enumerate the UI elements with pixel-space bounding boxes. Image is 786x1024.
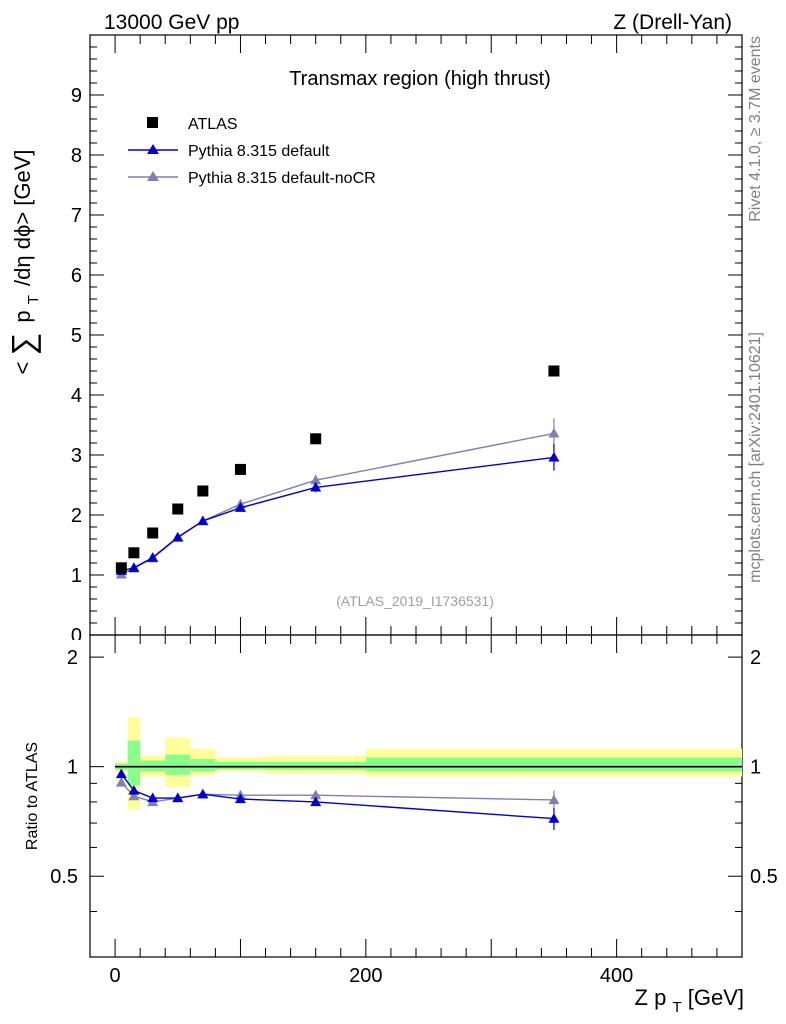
main-default-point	[548, 451, 560, 462]
ylabel-open: <	[10, 362, 35, 375]
ratio-nocr-point	[115, 776, 127, 787]
ratio-y-ticks: 0.5 0.5 1 1 2 2	[50, 647, 778, 958]
main-y-tick-label: 6	[71, 265, 82, 287]
legend-marker-atlas	[147, 117, 158, 128]
main-y-tick-label: 1	[71, 565, 82, 587]
main-series	[115, 365, 560, 579]
ratio-default-point	[115, 768, 127, 779]
main-atlas-point	[197, 485, 209, 497]
main-y-tick-label: 3	[71, 445, 82, 467]
ratio-y-tick-label-right: 0.5	[750, 866, 778, 888]
ratio-y-axis-label: Ratio to ATLAS	[24, 742, 41, 850]
legend-marker-default	[147, 144, 159, 154]
ratio-default-point	[310, 796, 322, 807]
main-atlas-point	[310, 433, 322, 445]
main-default-point	[197, 515, 209, 526]
legend-label-atlas: ATLAS	[188, 116, 238, 133]
main-nocr-point	[548, 427, 560, 438]
ratio-y-tick-label-left: 1	[67, 757, 78, 779]
x-tick-label: 400	[600, 965, 633, 987]
x-axis-label: Z p T [GeV]	[635, 985, 744, 1017]
ratio-default-point	[128, 785, 140, 795]
main-y-tick-label: 9	[71, 85, 82, 107]
main-default-line	[121, 456, 555, 572]
main-atlas-point	[128, 547, 140, 559]
main-panel: 1 2 3 4 5 6 7 8 9 0 Transmax region (high thrust)…	[5, 34, 743, 647]
x-tick-label: 0	[110, 965, 121, 987]
main-default-point	[234, 502, 246, 512]
ratio-series	[115, 768, 560, 830]
ratio-default-point	[548, 813, 560, 823]
ratio-panel: 0.5 0.5 1 1 2 2 0 200 400 Ratio to ATLAS Z p T …	[24, 634, 778, 1017]
main-y-tick-label: 2	[71, 505, 82, 527]
legend-marker-nocr	[147, 171, 159, 181]
main-y-tick-label: 7	[71, 205, 82, 227]
main-x-ticks	[114, 35, 743, 635]
ratio-nocr-point	[548, 794, 560, 805]
main-y-tick-label-zero: 0	[71, 625, 82, 647]
xlabel-rest: [GeV]	[688, 985, 744, 1010]
main-atlas-point	[172, 503, 184, 515]
main-y-tick-label: 5	[71, 325, 82, 347]
ratio-default-point	[172, 792, 184, 803]
legend-label-nocr: Pythia 8.315 default-noCR	[188, 170, 376, 187]
xlabel-sub: T	[672, 999, 681, 1016]
main-y-axis-label: < ∑ p T /dη dϕ> [GeV]	[5, 149, 43, 374]
ratio-nocr-point	[128, 790, 140, 801]
main-nocr-line	[121, 432, 555, 576]
ratio-band-green	[127, 740, 141, 786]
analysis-watermark: (ATLAS_2019_I1736531)	[336, 593, 494, 609]
ylabel-sub: T	[25, 295, 42, 304]
header-left: 13000 GeV pp	[104, 11, 239, 34]
plot-title: Transmax region (high thrust)	[289, 68, 551, 90]
main-y-tick-label: 8	[71, 145, 82, 167]
main-y-ticks: 1 2 3 4 5 6 7 8 9 0	[71, 34, 742, 647]
ratio-y-tick-label-left: 0.5	[50, 866, 78, 888]
rivet-version-label: Rivet 4.1.0, ≥ 3.7M events	[747, 36, 764, 222]
ratio-y-tick-label-left: 2	[67, 647, 78, 669]
ratio-band-green	[215, 761, 266, 770]
ratio-x-ticks: 0 200 400	[110, 635, 743, 987]
main-y-tick-label: 4	[71, 385, 82, 407]
ratio-uncertainty-bands	[115, 716, 742, 811]
main-default-point	[310, 481, 322, 492]
ratio-default-point	[234, 793, 246, 804]
main-nocr-point	[310, 474, 322, 485]
xlabel-main: Z p	[635, 985, 667, 1010]
ylabel-p: p	[10, 310, 35, 322]
ratio-nocr-point	[310, 789, 322, 800]
ratio-default-point	[197, 788, 209, 799]
ratio-band-green	[190, 758, 216, 772]
main-atlas-point	[548, 365, 560, 377]
main-atlas-point	[147, 527, 159, 539]
x-tick-label: 200	[349, 965, 382, 987]
main-default-point	[147, 552, 159, 562]
ratio-y-tick-label-right: 1	[750, 757, 761, 779]
ylabel-sum: ∑	[5, 333, 41, 356]
legend: ATLAS Pythia 8.315 default Pythia 8.315 …	[128, 116, 376, 187]
header-right: Z (Drell-Yan)	[613, 11, 732, 34]
legend-label-default: Pythia 8.315 default	[188, 143, 330, 160]
main-default-point	[172, 531, 184, 542]
ratio-default-point	[147, 792, 159, 803]
ratio-band-green	[365, 757, 742, 772]
ylabel-rest: /dη dϕ> [GeV]	[10, 149, 35, 285]
mcplots-label: mcplots.cern.ch [arXiv:2401.10621]	[747, 332, 764, 583]
svg-text:< ∑ p: < ∑ p T /dη dϕ> [GeV]	[5, 149, 43, 374]
main-atlas-point	[234, 463, 246, 475]
main-default-point	[128, 562, 140, 572]
main-atlas-point	[115, 562, 127, 574]
ratio-y-tick-label-right: 2	[750, 647, 761, 669]
ratio-band-green	[165, 754, 191, 775]
